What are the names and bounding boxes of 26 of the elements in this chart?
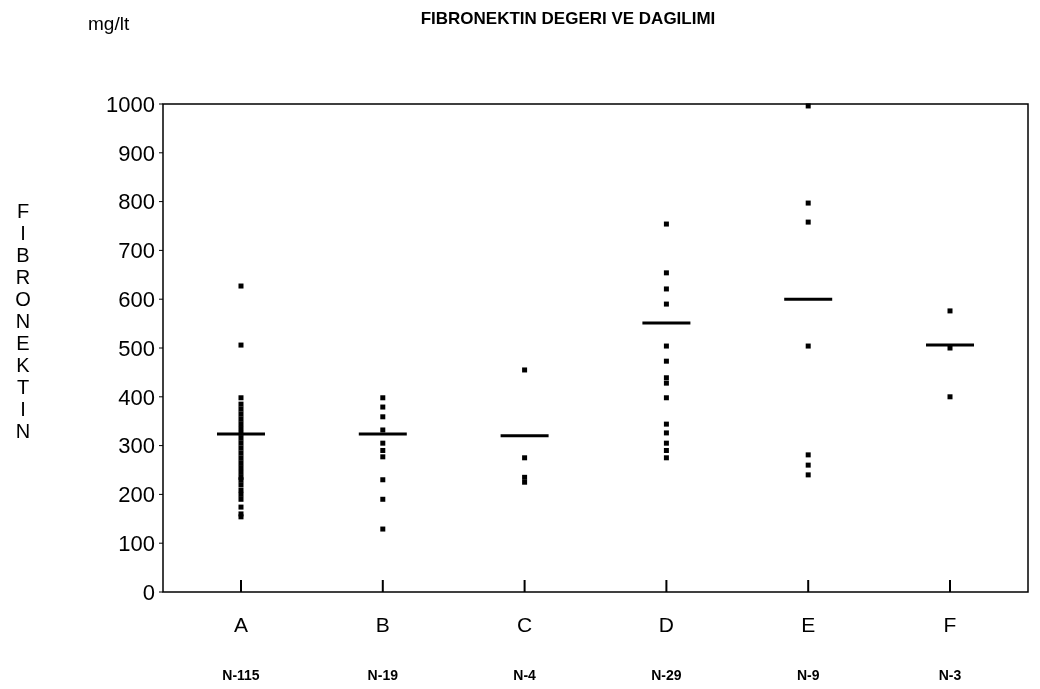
y-tick-label: 200 xyxy=(118,482,155,508)
y-tick-label: 900 xyxy=(118,140,155,166)
text: N-3 xyxy=(938,667,962,683)
y-tick-label: 100 xyxy=(118,530,155,556)
y-tick-label: 1000 xyxy=(106,91,155,117)
text: N-4 xyxy=(513,667,537,683)
text: N-29 xyxy=(651,667,682,683)
x-tick-label: F xyxy=(943,613,957,636)
x-tick-label: B xyxy=(375,613,390,636)
y-tick-label: 500 xyxy=(118,335,155,361)
text: N-9 xyxy=(796,667,820,683)
y-tick-label: 600 xyxy=(118,286,155,312)
x-tick-label: E xyxy=(801,613,816,636)
text: N-115 xyxy=(222,667,260,683)
y-tick-label: 0 xyxy=(142,579,155,605)
text: FIBRONEKTIN xyxy=(15,200,31,442)
y-tick-label: 800 xyxy=(118,189,155,215)
x-tick-label: A xyxy=(233,613,248,636)
y-tick-label: 700 xyxy=(118,238,155,264)
text: mg/lt xyxy=(88,13,130,34)
y-tick-label: 300 xyxy=(118,433,155,459)
text: N-19 xyxy=(367,667,399,683)
x-tick-label: C xyxy=(517,613,533,636)
chart-title: FIBRONEKTIN DEGERI VE DAGILIMI xyxy=(420,9,716,28)
y-tick-label: 400 xyxy=(118,384,155,410)
x-tick-label: D xyxy=(658,613,674,636)
